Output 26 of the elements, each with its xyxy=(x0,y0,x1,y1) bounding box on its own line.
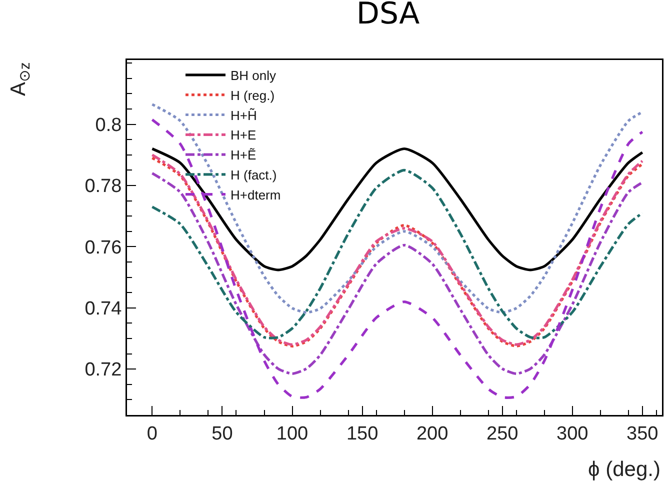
x-tick-label: 250 xyxy=(486,423,518,444)
x-tick-label: 150 xyxy=(346,423,378,444)
x-tick-label: 300 xyxy=(556,423,588,444)
x-tick-label: 100 xyxy=(276,423,308,444)
y-tick-label: 0.78 xyxy=(84,176,122,198)
y-tick-label: 0.72 xyxy=(84,360,122,381)
line-series xyxy=(150,118,644,399)
legend-label: H (reg.) xyxy=(230,88,275,103)
x-tick-label: 50 xyxy=(212,423,233,444)
legend-label: BH only xyxy=(230,68,277,84)
line-series xyxy=(150,103,644,314)
y-tick-label: 0.8 xyxy=(95,114,122,136)
y-tick-label: 0.74 xyxy=(84,298,122,320)
legend-label: H (fact.) xyxy=(230,168,277,183)
x-tick-label: 200 xyxy=(416,423,448,444)
legend-label: H+E xyxy=(230,128,256,143)
line-series xyxy=(150,147,644,272)
legend-label: H+dterm xyxy=(230,187,281,202)
line-series xyxy=(150,172,644,375)
legend-label: H+Ẽ xyxy=(230,148,256,163)
x-axis-title: ϕ (deg.) xyxy=(588,458,660,481)
y-tick-label: 0.76 xyxy=(84,237,122,258)
x-tick-label: 0 xyxy=(146,423,158,444)
x-tick-label: 350 xyxy=(626,423,658,444)
legend-label: H+H̃ xyxy=(230,108,257,123)
chart-title: DSA xyxy=(356,0,420,32)
